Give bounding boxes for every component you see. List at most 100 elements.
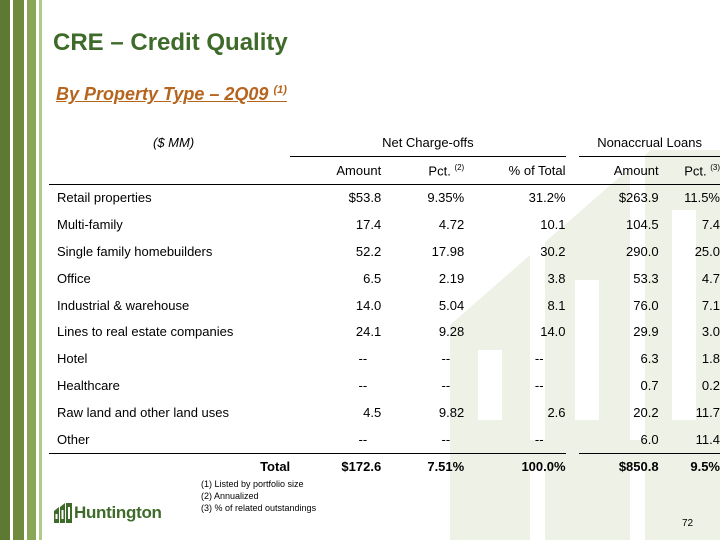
cell-na-amount: 29.9 <box>633 324 659 340</box>
row-label: Hotel <box>57 351 88 367</box>
cell-na-pct: 7.1 <box>701 297 720 313</box>
row-label: Office <box>57 270 91 286</box>
total-nco-share: 100.0% <box>521 459 566 475</box>
cell-nco-amount: 6.5 <box>363 270 382 286</box>
footnote-2: (2) Annualized <box>201 491 259 501</box>
cell-nco-pct: 4.72 <box>438 217 465 233</box>
table-row: Retail properties $53.8 9.35% 31.2% $263… <box>49 184 720 211</box>
cell-nco-pct: -- <box>441 378 451 394</box>
cell-na-amount: 6.0 <box>579 425 659 454</box>
cell-na-amount: 0.7 <box>640 378 659 394</box>
cell-nco-share: 31.2% <box>528 190 566 206</box>
cell-nco-pct: -- <box>441 351 451 367</box>
row-label: Multi-family <box>57 217 123 233</box>
decorative-stripes <box>0 0 42 540</box>
cell-nco-amount: -- <box>358 378 368 394</box>
cell-na-pct: 11.7 <box>695 404 720 420</box>
row-label: Other <box>49 425 291 454</box>
cell-nco-pct: -- <box>381 425 465 454</box>
row-label: Lines to real estate companies <box>57 324 234 340</box>
footnote-3: (3) % of related outstandings <box>201 503 317 513</box>
page-title: CRE – Credit Quality <box>53 29 288 56</box>
col-na-amount: Amount <box>579 156 659 185</box>
cell-nco-share: 8.1 <box>547 297 566 313</box>
cell-na-pct: 7.4 <box>701 217 720 233</box>
cell-nco-share: 3.8 <box>547 270 566 286</box>
cell-nco-share: -- <box>534 378 544 394</box>
subtitle-text: By Property Type – 2Q09 <box>56 84 269 104</box>
row-label: Single family homebuilders <box>57 244 213 260</box>
cell-nco-pct: 9.82 <box>438 404 465 420</box>
cell-nco-amount: 52.2 <box>355 244 382 260</box>
group-nonaccrual-loans: Nonaccrual Loans <box>579 129 720 157</box>
cell-nco-pct: 5.04 <box>438 297 465 313</box>
table-row: Healthcare -- -- -- 0.7 0.2 <box>49 372 720 399</box>
total-na-pct: 9.5% <box>690 459 720 475</box>
row-label: Retail properties <box>57 190 152 206</box>
huntington-logo-icon <box>54 503 72 523</box>
cell-nco-amount: 24.1 <box>355 324 382 340</box>
col-na-pct-note: (3) <box>710 162 720 172</box>
table-row: Single family homebuilders 52.2 17.98 30… <box>49 238 720 265</box>
row-label: Raw land and other land uses <box>57 404 230 420</box>
table-row: Multi-family 17.4 4.72 10.1 104.5 7.4 <box>49 211 720 238</box>
cell-nco-share: 2.6 <box>547 404 566 420</box>
row-label: Healthcare <box>57 378 120 394</box>
total-row: Total $172.6 7.51% 100.0% $850.8 9.5% <box>49 453 720 480</box>
cell-na-amount: 6.3 <box>640 351 659 367</box>
cell-na-pct: 1.8 <box>701 351 720 367</box>
cell-na-pct: 3.0 <box>701 324 720 340</box>
huntington-logo: Huntington <box>54 503 162 523</box>
footnote-1: (1) Listed by portfolio size <box>201 479 304 489</box>
col-nco-pct: Pct. (2) <box>381 156 465 185</box>
total-label: Total <box>260 459 291 475</box>
units-label: ($ MM) <box>153 135 195 151</box>
logo-text: Huntington <box>74 503 162 522</box>
row-label: Industrial & warehouse <box>57 297 190 313</box>
table-row: Raw land and other land uses 4.5 9.82 2.… <box>49 399 720 426</box>
col-nco-pct-note: (2) <box>454 162 465 172</box>
table-row: Other -- -- -- 6.0 11.4 <box>49 425 720 454</box>
column-header-row: Amount Pct. (2) % of Total Amount Pct. (… <box>49 156 720 185</box>
col-nco-share: % of Total <box>464 156 566 185</box>
total-nco-pct: 7.51% <box>427 459 465 475</box>
page-number: 72 <box>682 518 694 529</box>
cell-na-pct: 11.4 <box>658 425 720 454</box>
cell-nco-share: 30.2 <box>540 244 566 260</box>
cell-nco-pct: 2.19 <box>438 270 465 286</box>
cell-na-amount: 20.2 <box>633 404 659 420</box>
cell-nco-share: 10.1 <box>540 217 566 233</box>
cell-na-pct: 25.0 <box>694 244 720 260</box>
cell-nco-share: 14.0 <box>540 324 566 340</box>
cell-nco-amount: -- <box>358 351 368 367</box>
cell-nco-amount: 17.4 <box>355 217 382 233</box>
col-nco-amount: Amount <box>290 156 382 185</box>
cre-credit-table: ($ MM) Net Charge-offs Nonaccrual Loans … <box>49 129 720 480</box>
col-na-pct: Pct. (3) <box>658 156 720 185</box>
cell-na-amount: $263.9 <box>618 190 659 206</box>
group-net-charge-offs: Net Charge-offs <box>290 129 566 157</box>
cell-nco-pct: 9.35% <box>427 190 465 206</box>
cell-na-amount: 76.0 <box>633 297 659 313</box>
group-header-row: ($ MM) Net Charge-offs Nonaccrual Loans <box>49 129 720 157</box>
cell-nco-share: -- <box>464 425 566 454</box>
cell-na-amount: 290.0 <box>626 244 659 260</box>
total-nco-amount: $172.6 <box>341 459 382 475</box>
cell-nco-amount: $53.8 <box>348 190 382 206</box>
cell-nco-amount: -- <box>290 425 382 454</box>
cell-nco-amount: 14.0 <box>355 297 382 313</box>
table-row: Hotel -- -- -- 6.3 1.8 <box>49 345 720 372</box>
cell-na-pct: 11.5% <box>684 190 720 206</box>
total-na-amount: $850.8 <box>618 459 659 475</box>
table-row: Lines to real estate companies 24.1 9.28… <box>49 319 720 346</box>
cell-nco-share: -- <box>534 351 544 367</box>
subtitle-footnote-ref: (1) <box>273 84 287 96</box>
table-row: Industrial & warehouse 14.0 5.04 8.1 76.… <box>49 292 720 319</box>
cell-na-pct: 4.7 <box>701 270 720 286</box>
cell-nco-pct: 9.28 <box>438 324 465 340</box>
footnotes: (1) Listed by portfolio size (2) Annuali… <box>201 478 316 514</box>
table-row: Office 6.5 2.19 3.8 53.3 4.7 <box>49 265 720 292</box>
page-subtitle: By Property Type – 2Q09 (1) <box>56 84 287 105</box>
cell-na-pct: 0.2 <box>701 378 720 394</box>
cell-na-amount: 104.5 <box>626 217 659 233</box>
